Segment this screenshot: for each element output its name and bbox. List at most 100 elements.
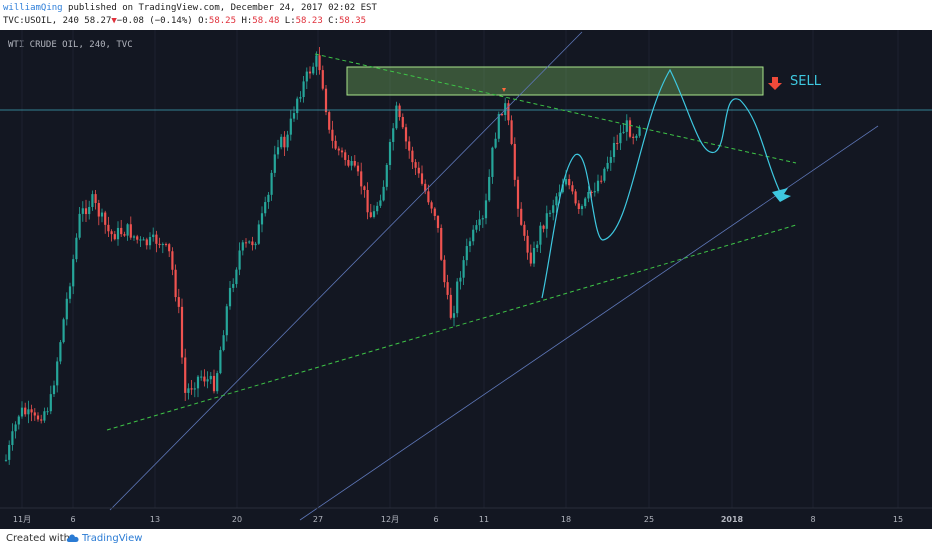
candle-body bbox=[542, 225, 545, 229]
candle-body bbox=[113, 234, 116, 240]
candle-body bbox=[382, 186, 385, 201]
close-label: C: bbox=[328, 16, 339, 26]
candle-body bbox=[251, 241, 254, 246]
descending-trendline bbox=[314, 53, 797, 164]
candle-body bbox=[142, 239, 145, 241]
candle-body bbox=[398, 105, 401, 118]
high-value: 58.48 bbox=[252, 16, 280, 26]
candle-body bbox=[433, 208, 436, 216]
low-value: 58.23 bbox=[295, 16, 323, 26]
candle-body bbox=[200, 376, 203, 378]
change-text: −0.08 (−0.14%) bbox=[116, 16, 193, 26]
candle-body bbox=[225, 306, 228, 336]
candle-body bbox=[606, 162, 609, 169]
down-arrow-icon: ▼ bbox=[111, 16, 117, 26]
candle-body bbox=[177, 297, 180, 307]
candle-body bbox=[443, 259, 446, 283]
candle-body bbox=[516, 179, 520, 209]
published-text: published on TradingView.com, December 2… bbox=[62, 3, 377, 13]
candles bbox=[4, 46, 641, 465]
candle-body bbox=[174, 269, 177, 298]
candle-body bbox=[187, 388, 190, 393]
candle-body bbox=[280, 136, 283, 148]
candle-body bbox=[596, 180, 600, 192]
diagonal-line-1 bbox=[109, 31, 583, 511]
candle-body bbox=[593, 191, 596, 193]
candle-body bbox=[27, 409, 30, 415]
candle-body bbox=[206, 379, 209, 382]
candle-body bbox=[68, 286, 72, 299]
candle-body bbox=[369, 212, 372, 217]
candle-body bbox=[78, 213, 81, 238]
x-tick-label: 27 bbox=[313, 515, 323, 524]
candle-body bbox=[321, 70, 324, 89]
candle-body bbox=[228, 287, 232, 307]
tradingview-cloud-icon bbox=[66, 534, 79, 542]
candle-body bbox=[424, 183, 427, 192]
candle-body bbox=[475, 225, 478, 230]
candle-body bbox=[315, 55, 318, 67]
chart-title: WTI CRUDE OIL, 240, TVC bbox=[8, 40, 133, 50]
candle-body bbox=[264, 202, 267, 214]
candle-body bbox=[548, 212, 552, 214]
candle-body bbox=[385, 164, 388, 187]
candle-body bbox=[356, 165, 360, 172]
chart-area[interactable]: WTI CRUDE OIL, 240, TVC SELL 11月 6 13 20 27 1… bbox=[0, 30, 932, 529]
candle-body bbox=[472, 229, 475, 242]
candle-body bbox=[344, 152, 347, 160]
candle-body bbox=[459, 277, 462, 282]
candle-body bbox=[446, 282, 449, 295]
candle-body bbox=[308, 71, 312, 74]
chart-svg[interactable]: WTI CRUDE OIL, 240, TVC SELL 11月 6 13 20 27 1… bbox=[0, 30, 932, 529]
candle-body bbox=[376, 205, 379, 212]
candle-body bbox=[411, 150, 414, 163]
candle-body bbox=[148, 237, 152, 246]
candle-body bbox=[420, 173, 424, 184]
candle-body bbox=[481, 218, 484, 220]
candle-body bbox=[561, 184, 564, 193]
candle-body bbox=[216, 373, 219, 392]
candle-body bbox=[363, 186, 366, 191]
candle-body bbox=[43, 411, 46, 421]
candle-body bbox=[56, 361, 59, 386]
candle-body bbox=[152, 234, 155, 238]
candle-body bbox=[305, 71, 308, 82]
candle-body bbox=[430, 202, 433, 209]
candle-body bbox=[171, 251, 174, 270]
candle-body bbox=[440, 227, 443, 260]
candle-body bbox=[638, 127, 641, 136]
candle-body bbox=[235, 269, 238, 285]
candle-body bbox=[500, 114, 504, 116]
candle-body bbox=[164, 244, 168, 246]
x-tick-label: 6 bbox=[433, 515, 438, 524]
candle-body bbox=[33, 412, 36, 416]
candle-body bbox=[62, 319, 65, 343]
sell-label: SELL bbox=[790, 74, 822, 89]
close-value: 58.35 bbox=[339, 16, 367, 26]
grid bbox=[21, 30, 899, 508]
candle-body bbox=[161, 244, 164, 246]
candle-body bbox=[414, 162, 417, 168]
candle-body bbox=[577, 203, 580, 210]
candle-body bbox=[529, 252, 532, 264]
time-axis: 11月 6 13 20 27 12月 6 11 18 25 2018 8 15 bbox=[13, 515, 903, 524]
candle-body bbox=[180, 306, 184, 358]
author-link[interactable]: williamQing bbox=[3, 3, 63, 13]
candle-body bbox=[337, 148, 340, 151]
candle-body bbox=[11, 431, 14, 445]
candle-body bbox=[318, 55, 321, 71]
candle-body bbox=[510, 120, 513, 144]
high-label: H: bbox=[241, 16, 253, 26]
candle-body bbox=[568, 179, 571, 186]
tradingview-brand-link[interactable]: TradingView bbox=[82, 533, 143, 544]
candle-body bbox=[324, 88, 328, 113]
created-with-label: Created with bbox=[6, 533, 70, 544]
candle-body bbox=[507, 103, 510, 121]
candle-body bbox=[436, 215, 440, 228]
candle-body bbox=[571, 185, 574, 192]
candle-body bbox=[609, 157, 612, 163]
sell-arrow-icon bbox=[768, 77, 782, 90]
candle-body bbox=[49, 394, 52, 412]
candle-body bbox=[107, 224, 110, 232]
candle-body bbox=[139, 239, 142, 241]
